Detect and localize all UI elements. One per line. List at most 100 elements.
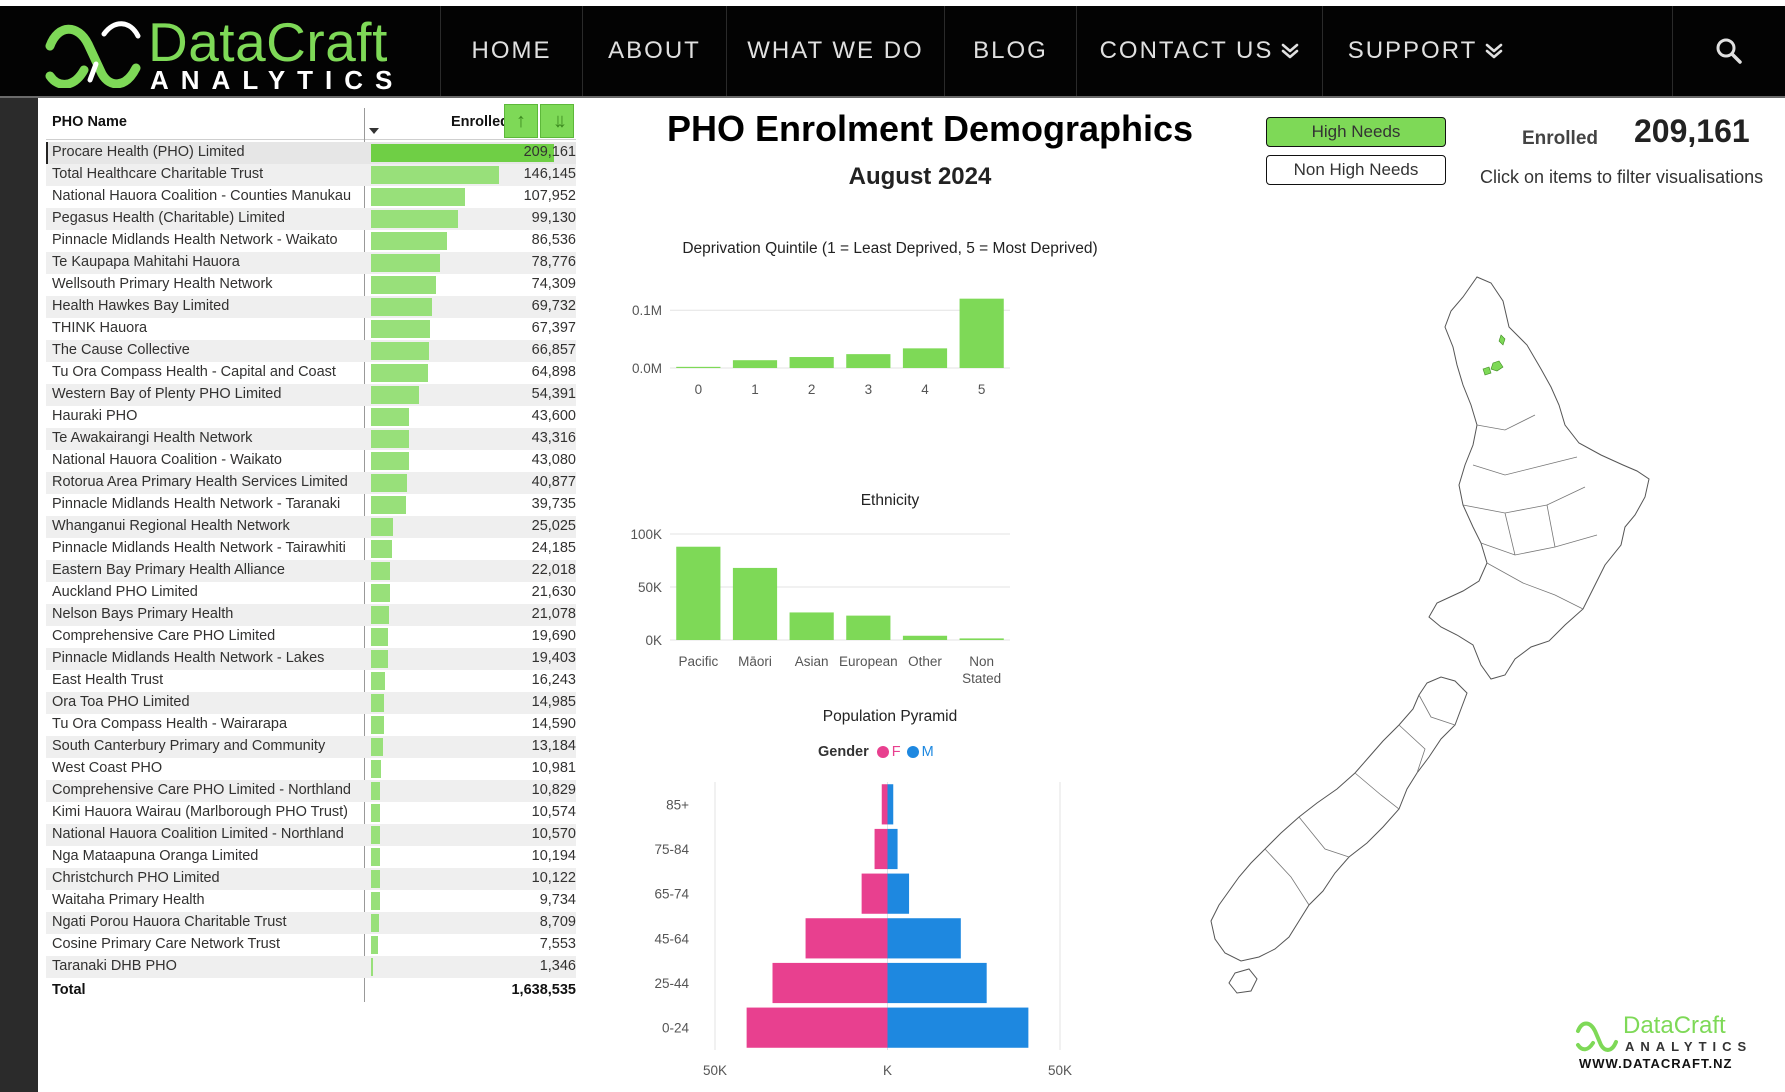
map-highlight-region[interactable] [1482, 334, 1506, 376]
chart-bar[interactable] [902, 635, 948, 640]
table-row[interactable]: Ngati Porou Hauora Charitable Trust 8,709 [46, 912, 576, 934]
table-row[interactable]: Tu Ora Compass Health - Capital and Coas… [46, 362, 576, 384]
x-tick-label: 3 [865, 382, 873, 397]
sort-indicator-icon [369, 128, 379, 134]
chart-bar[interactable] [789, 357, 834, 368]
table-row[interactable]: Te Kaupapa Mahitahi Hauora 78,776 [46, 252, 576, 274]
table-row[interactable]: Taranaki DHB PHO 1,346 [46, 956, 576, 978]
chart-bar[interactable] [959, 638, 1004, 640]
pyramid-bar-male[interactable] [887, 873, 910, 914]
nav-item-blog[interactable]: BLOG [944, 6, 1076, 96]
pyramid-bar-male[interactable] [887, 1007, 1029, 1048]
table-row[interactable]: Health Hawkes Bay Limited 69,732 [46, 296, 576, 318]
chart-bar[interactable] [789, 612, 834, 640]
table-row[interactable]: Pinnacle Midlands Health Network - Taira… [46, 538, 576, 560]
table-row[interactable]: East Health Trust 16,243 [46, 670, 576, 692]
pyramid-bar-female[interactable] [881, 784, 888, 825]
enrolled-data-bar [371, 694, 385, 712]
table-row[interactable]: Christchurch PHO Limited 10,122 [46, 868, 576, 890]
table-row[interactable]: Pinnacle Midlands Health Network - Lakes… [46, 648, 576, 670]
table-row[interactable]: Ora Toa PHO Limited 14,985 [46, 692, 576, 714]
enrolled-value-cell: 86,536 [531, 232, 576, 248]
chart-bar[interactable] [902, 348, 948, 368]
pyramid-bar-female[interactable] [746, 1007, 888, 1048]
table-row[interactable]: Nelson Bays Primary Health 21,078 [46, 604, 576, 626]
chart-bar[interactable] [732, 360, 778, 368]
nav-item-label: BLOG [973, 37, 1048, 64]
table-row[interactable]: Pinnacle Midlands Health Network - Taran… [46, 494, 576, 516]
table-row[interactable]: Wellsouth Primary Health Network 74,309 [46, 274, 576, 296]
pyramid-bar-male[interactable] [887, 784, 894, 825]
south-island-shape[interactable] [1210, 676, 1468, 962]
column-header-enrolled[interactable]: Enrolled [451, 114, 510, 130]
chart-bar[interactable] [732, 567, 778, 640]
nav-item-what-we-do[interactable]: WHAT WE DO [726, 6, 944, 96]
table-row[interactable]: Total Healthcare Charitable Trust 146,145 [46, 164, 576, 186]
datacraft-logo[interactable]: DataCraft ANALYTICS [44, 12, 424, 94]
nav-item-support[interactable]: SUPPORT [1322, 6, 1528, 96]
table-row[interactable]: Hauraki PHO 43,600 [46, 406, 576, 428]
table-row[interactable]: Waitaha Primary Health 9,734 [46, 890, 576, 912]
enrolled-data-bar [371, 672, 386, 690]
table-row[interactable]: National Hauora Coalition - Counties Man… [46, 186, 576, 208]
sort-descending-button[interactable]: ↓↓ [540, 104, 574, 138]
table-row[interactable]: Whanganui Regional Health Network 25,025 [46, 516, 576, 538]
footer-brand-logo[interactable]: DataCraft ANALYTICS WWW.DATACRAFT.NZ [1575, 1013, 1775, 1073]
table-row[interactable]: South Canterbury Primary and Community 13… [46, 736, 576, 758]
chart-bar[interactable] [846, 615, 891, 640]
chart-bar[interactable] [959, 298, 1004, 368]
table-row[interactable]: The Cause Collective 66,857 [46, 340, 576, 362]
legend-female-dot[interactable] [876, 746, 889, 758]
table-row[interactable]: Comprehensive Care PHO Limited 19,690 [46, 626, 576, 648]
chart-bar[interactable] [676, 366, 721, 368]
left-sidebar-strip [0, 98, 38, 1092]
high-needs-filter-button[interactable]: High Needs [1266, 117, 1446, 147]
table-row[interactable]: Te Awakairangi Health Network 43,316 [46, 428, 576, 450]
column-header-pho-name[interactable]: PHO Name [52, 114, 127, 130]
pho-name-cell: THINK Hauora [52, 320, 148, 336]
stewart-island-shape[interactable] [1228, 968, 1258, 994]
search-button[interactable] [1672, 6, 1785, 96]
pyramid-bar-female[interactable] [805, 918, 888, 959]
pho-name-cell: Eastern Bay Primary Health Alliance [52, 562, 285, 578]
nav-item-contact-us[interactable]: CONTACT US [1076, 6, 1322, 96]
total-value: 1,638,535 [511, 982, 576, 998]
table-row[interactable]: Rotorua Area Primary Health Services Lim… [46, 472, 576, 494]
new-zealand-map[interactable] [1205, 265, 1685, 1045]
pyramid-bar-male[interactable] [887, 828, 898, 870]
table-row[interactable]: THINK Hauora 67,397 [46, 318, 576, 340]
table-row[interactable]: National Hauora Coalition - Waikato 43,08… [46, 450, 576, 472]
pyramid-bar-female[interactable] [861, 873, 888, 914]
table-row[interactable]: Procare Health (PHO) Limited 209,161 [46, 142, 576, 164]
nav-item-about[interactable]: ABOUT [582, 6, 726, 96]
pyramid-bar-female[interactable] [874, 828, 888, 870]
table-row[interactable]: Kimi Hauora Wairau (Marlborough PHO Trus… [46, 802, 576, 824]
table-row[interactable]: Auckland PHO Limited 21,630 [46, 582, 576, 604]
north-island-shape[interactable] [1428, 276, 1650, 680]
enrolled-data-bar [371, 474, 407, 492]
nav-item-home[interactable]: HOME [440, 6, 582, 96]
legend-male-label[interactable]: M [921, 744, 934, 760]
table-row[interactable]: Pegasus Health (Charitable) Limited 99,13… [46, 208, 576, 230]
table-row[interactable]: Tu Ora Compass Health - Wairarapa 14,590 [46, 714, 576, 736]
non-high-needs-filter-button[interactable]: Non High Needs [1266, 155, 1446, 185]
pyramid-bar-male[interactable] [887, 962, 987, 1004]
enrolled-kpi-label: Enrolled [1522, 128, 1599, 149]
legend-female-label[interactable]: F [891, 744, 901, 760]
table-row[interactable]: Nga Mataapuna Oranga Limited 10,194 [46, 846, 576, 868]
chart-bar[interactable] [846, 354, 891, 368]
table-row[interactable]: Eastern Bay Primary Health Alliance 22,01… [46, 560, 576, 582]
pyramid-bar-male[interactable] [887, 918, 961, 959]
table-row[interactable]: Pinnacle Midlands Health Network - Waika… [46, 230, 576, 252]
sort-ascending-button[interactable]: ↑ [504, 104, 538, 138]
table-row[interactable]: National Hauora Coalition Limited - Nort… [46, 824, 576, 846]
table-row[interactable]: Comprehensive Care PHO Limited - Northla… [46, 780, 576, 802]
pyramid-bar-female[interactable] [772, 962, 888, 1004]
legend-male-dot[interactable] [906, 746, 919, 758]
enrolled-value-cell: 19,690 [531, 628, 576, 644]
table-row[interactable]: Western Bay of Plenty PHO Limited 54,391 [46, 384, 576, 406]
table-row[interactable]: Cosine Primary Care Network Trust 7,553 [46, 934, 576, 956]
chart-bar[interactable] [676, 546, 721, 640]
enrolled-value-cell: 209,161 [523, 144, 576, 160]
table-row[interactable]: West Coast PHO 10,981 [46, 758, 576, 780]
